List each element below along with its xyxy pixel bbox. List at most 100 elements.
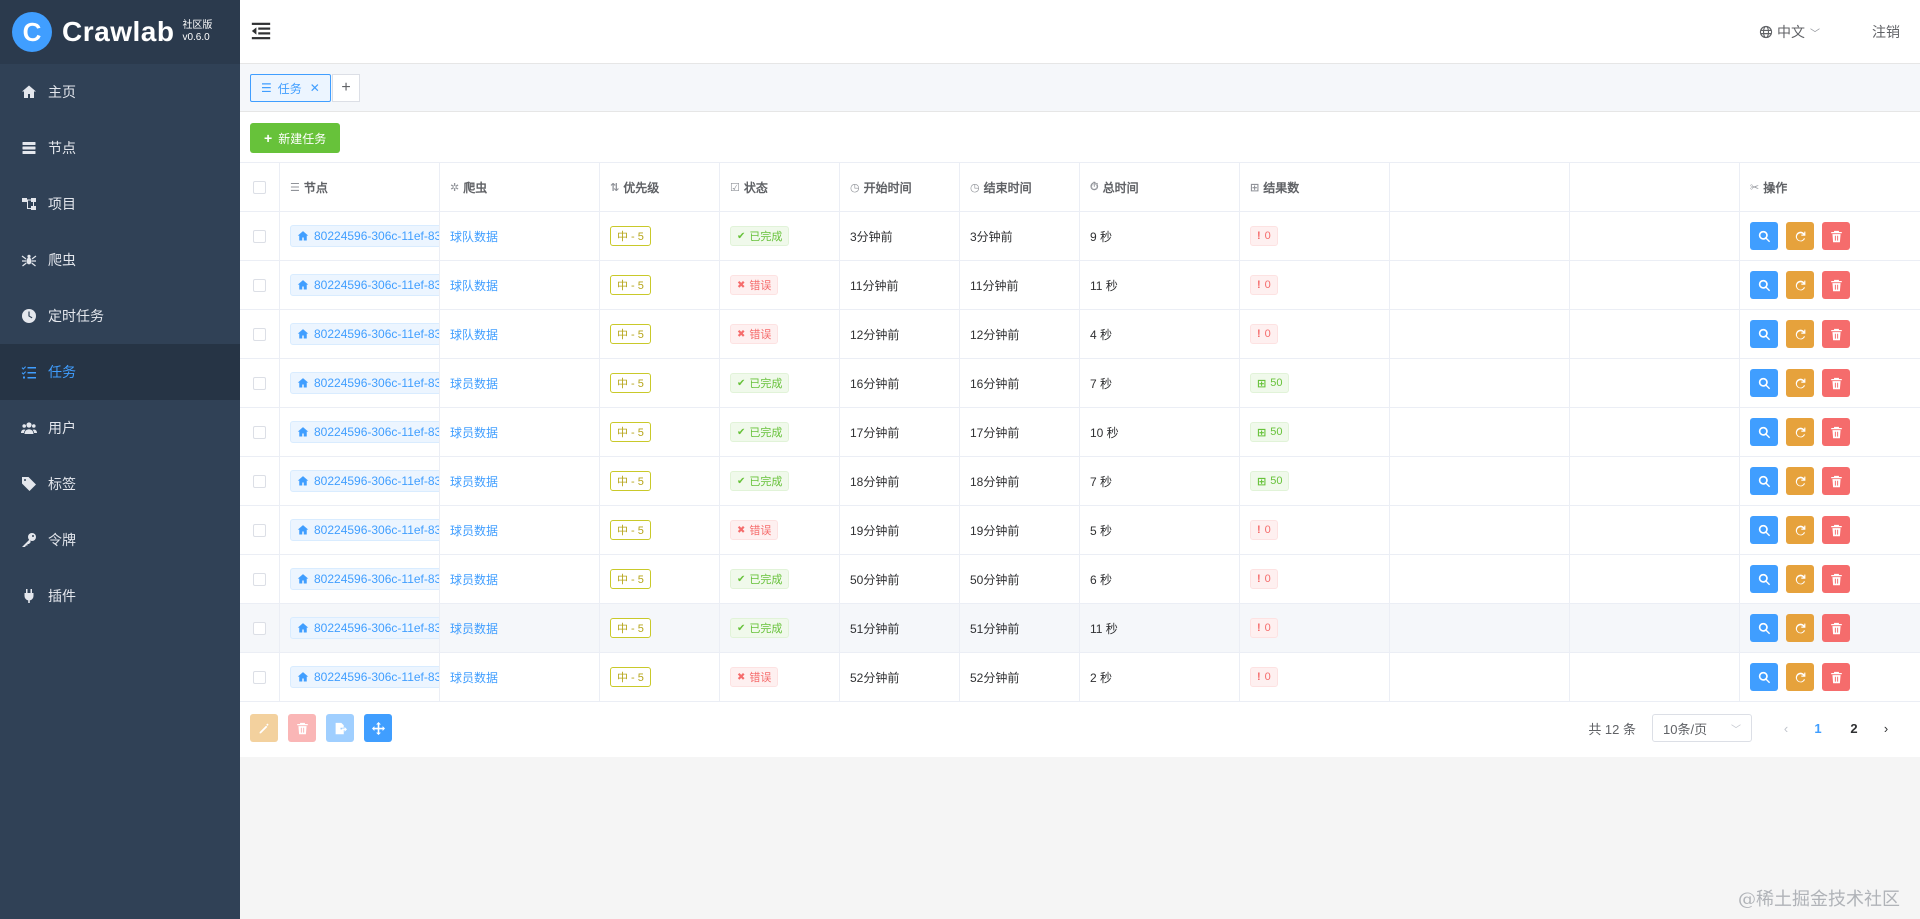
col-end-time[interactable]: ◷ 结束时间 xyxy=(960,163,1080,211)
sidebar-item-7[interactable]: 标签 xyxy=(0,456,240,512)
delete-button[interactable] xyxy=(1822,565,1850,593)
node-tag[interactable]: 80224596-306c-11ef-83 xyxy=(290,617,439,639)
prev-page-icon[interactable]: ‹ xyxy=(1783,720,1789,736)
view-button[interactable] xyxy=(1750,614,1778,642)
table-row[interactable]: 80224596-306c-11ef-83 球队数据 中 - 5 ✖ 错误 12分钟前 12… xyxy=(240,310,1920,359)
row-checkbox[interactable] xyxy=(253,523,266,537)
delete-button[interactable] xyxy=(1822,320,1850,348)
results-badge[interactable]: ! 0 xyxy=(1250,520,1278,540)
restart-button[interactable] xyxy=(1786,369,1814,397)
delete-button[interactable] xyxy=(1822,369,1850,397)
page-1[interactable]: 1 xyxy=(1814,720,1822,736)
results-badge[interactable]: ! 0 xyxy=(1250,324,1278,344)
spider-link[interactable]: 球队数据 xyxy=(450,327,499,342)
node-tag[interactable]: 80224596-306c-11ef-83 xyxy=(290,323,439,345)
view-button[interactable] xyxy=(1750,565,1778,593)
table-row[interactable]: 80224596-306c-11ef-83 球队数据中 - 5 ✖ 错误 11分钟前 11… xyxy=(240,261,1920,310)
add-tab-button[interactable]: + xyxy=(332,74,360,102)
restart-button[interactable] xyxy=(1786,614,1814,642)
col-start-time[interactable]: ◷ 开始时间 xyxy=(840,163,960,211)
delete-button[interactable] xyxy=(1822,663,1850,691)
node-tag[interactable]: 80224596-306c-11ef-83 xyxy=(290,666,439,688)
view-button[interactable] xyxy=(1750,516,1778,544)
spider-link[interactable]: 球员数据 xyxy=(450,621,499,636)
delete-button[interactable] xyxy=(1822,516,1850,544)
bulk-move-button[interactable] xyxy=(364,714,392,742)
row-checkbox[interactable] xyxy=(253,327,266,341)
spider-link[interactable]: 球员数据 xyxy=(450,474,499,489)
bulk-edit-button[interactable] xyxy=(250,714,278,742)
sidebar-item-8[interactable]: 令牌 xyxy=(0,512,240,568)
results-badge[interactable]: ⊞ 50 xyxy=(1250,422,1290,442)
new-task-button[interactable]: + 新建任务 xyxy=(250,123,341,153)
brand-logo[interactable]: C Crawlab 社区版 v0.6.0 xyxy=(0,0,240,64)
status-badge[interactable]: ✔ 已完成 xyxy=(730,569,790,589)
status-badge[interactable]: ✔ 已完成 xyxy=(730,226,790,246)
row-checkbox[interactable] xyxy=(253,670,266,684)
col-spider[interactable]: ✲ 爬虫 xyxy=(440,163,600,211)
spider-link[interactable]: 球员数据 xyxy=(450,523,499,538)
status-badge[interactable]: ✔ 已完成 xyxy=(730,618,790,638)
sidebar-item-2[interactable]: 项目 xyxy=(0,176,240,232)
restart-button[interactable] xyxy=(1786,565,1814,593)
sidebar-item-4[interactable]: 定时任务 xyxy=(0,288,240,344)
row-checkbox[interactable] xyxy=(253,376,266,390)
sidebar-item-0[interactable]: 主页 xyxy=(0,64,240,120)
row-checkbox[interactable] xyxy=(253,425,266,439)
tab-tasks[interactable]: ☰ 任务 ✕ xyxy=(250,74,331,102)
view-button[interactable] xyxy=(1750,222,1778,250)
results-badge[interactable]: ! 0 xyxy=(1250,618,1278,638)
row-checkbox[interactable] xyxy=(253,621,266,635)
restart-button[interactable] xyxy=(1786,222,1814,250)
view-button[interactable] xyxy=(1750,467,1778,495)
sidebar-item-9[interactable]: 插件 xyxy=(0,568,240,624)
row-checkbox[interactable] xyxy=(253,278,266,292)
view-button[interactable] xyxy=(1750,369,1778,397)
table-row[interactable]: 80224596-306c-11ef-83 球员数据中 - 5 ✔ 已完成 17分钟前 1… xyxy=(240,408,1920,457)
logout-link[interactable]: 注销 xyxy=(1872,24,1900,40)
restart-button[interactable] xyxy=(1786,663,1814,691)
row-checkbox[interactable] xyxy=(253,572,266,586)
delete-button[interactable] xyxy=(1822,614,1850,642)
node-tag[interactable]: 80224596-306c-11ef-83 xyxy=(290,568,439,590)
next-page-icon[interactable]: › xyxy=(1883,720,1889,736)
col-results[interactable]: ⊞ 结果数 xyxy=(1240,163,1390,211)
col-node[interactable]: ☰ 节点 xyxy=(280,163,440,211)
results-badge[interactable]: ⊞ 50 xyxy=(1250,471,1290,491)
spider-link[interactable]: 球员数据 xyxy=(450,376,499,391)
status-badge[interactable]: ✔ 已完成 xyxy=(730,373,790,393)
view-button[interactable] xyxy=(1750,320,1778,348)
col-priority[interactable]: ⇅ 优先级 xyxy=(600,163,720,211)
page-2[interactable]: 2 xyxy=(1850,720,1858,736)
node-tag[interactable]: 80224596-306c-11ef-83 xyxy=(290,421,439,443)
view-button[interactable] xyxy=(1750,271,1778,299)
status-badge[interactable]: ✖ 错误 xyxy=(730,275,779,295)
restart-button[interactable] xyxy=(1786,467,1814,495)
table-row[interactable]: 80224596-306c-11ef-83 球员数据 中 - 5 ✔ 已完成 50分钟前 5… xyxy=(240,555,1920,604)
view-button[interactable] xyxy=(1750,663,1778,691)
table-row[interactable]: 80224596-306c-11ef-83 球员数据 中 - 5 ✔ 已完成 51分钟前 5… xyxy=(240,604,1920,653)
status-badge[interactable]: ✖ 错误 xyxy=(730,324,779,344)
restart-button[interactable] xyxy=(1786,516,1814,544)
spider-link[interactable]: 球员数据 xyxy=(450,572,499,587)
spider-link[interactable]: 球员数据 xyxy=(450,670,499,685)
spider-link[interactable]: 球队数据 xyxy=(450,229,499,244)
sidebar-item-6[interactable]: 用户 xyxy=(0,400,240,456)
node-tag[interactable]: 80224596-306c-11ef-83 xyxy=(290,470,439,492)
status-badge[interactable]: ✖ 错误 xyxy=(730,520,779,540)
language-switcher[interactable]: 中文 ﹀ xyxy=(1759,22,1820,42)
table-row[interactable]: 80224596-306c-11ef-83 球员数据 中 - 5 ✖ 错误 19分钟前 19… xyxy=(240,506,1920,555)
status-badge[interactable]: ✔ 已完成 xyxy=(730,422,790,442)
restart-button[interactable] xyxy=(1786,320,1814,348)
close-icon[interactable]: ✕ xyxy=(309,81,320,95)
table-row[interactable]: 80224596-306c-11ef-83 球员数据 中 - 5 ✖ 错误 52分钟前 52… xyxy=(240,653,1920,702)
bulk-export-button[interactable] xyxy=(326,714,354,742)
spider-link[interactable]: 球队数据 xyxy=(450,278,499,293)
node-tag[interactable]: 80224596-306c-11ef-83 xyxy=(290,274,439,296)
row-checkbox[interactable] xyxy=(253,229,266,243)
spider-link[interactable]: 球员数据 xyxy=(450,425,499,440)
results-badge[interactable]: ! 0 xyxy=(1250,275,1278,295)
restart-button[interactable] xyxy=(1786,418,1814,446)
delete-button[interactable] xyxy=(1822,222,1850,250)
table-row[interactable]: 80224596-306c-11ef-83 球员数据 中 - 5 ✔ 已完成 18分钟前 1… xyxy=(240,457,1920,506)
